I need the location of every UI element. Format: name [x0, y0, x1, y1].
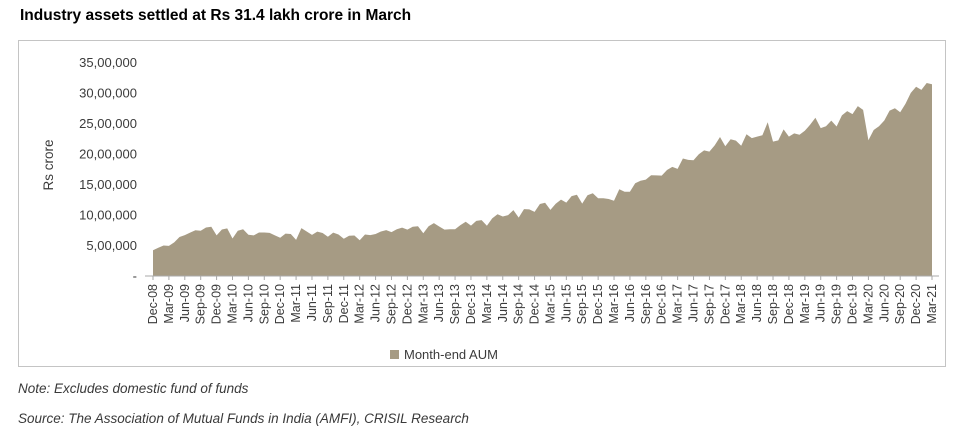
svg-text:Sep-15: Sep-15: [575, 284, 589, 324]
svg-text:Dec-11: Dec-11: [337, 284, 351, 323]
svg-text:Dec-20: Dec-20: [909, 284, 923, 324]
svg-text:Sep-10: Sep-10: [257, 284, 271, 324]
svg-text:Dec-12: Dec-12: [400, 284, 414, 324]
svg-text:Mar-19: Mar-19: [798, 284, 812, 324]
source-text: Source: The Association of Mutual Funds …: [18, 411, 469, 426]
svg-text:Jun-12: Jun-12: [369, 284, 383, 322]
svg-text:Dec-08: Dec-08: [146, 284, 160, 324]
svg-text:20,00,000: 20,00,000: [79, 147, 137, 162]
svg-text:Sep-20: Sep-20: [893, 284, 907, 324]
svg-text:Dec-13: Dec-13: [464, 284, 478, 324]
svg-text:Sep-16: Sep-16: [639, 284, 653, 324]
x-axis-labels: Dec-08 Mar-09 Jun-09 Sep-09 Dec-09 Mar-10 Jun-…: [146, 284, 939, 324]
svg-text:Dec-17: Dec-17: [718, 284, 732, 324]
svg-text:Jun-09: Jun-09: [178, 284, 192, 322]
svg-text:Mar-16: Mar-16: [607, 284, 621, 324]
svg-text:Jun-19: Jun-19: [814, 284, 828, 322]
svg-text:Mar-18: Mar-18: [734, 284, 748, 324]
legend-label: Month-end AUM: [404, 346, 498, 362]
svg-text:Jun-17: Jun-17: [687, 284, 701, 322]
svg-text:10,00,000: 10,00,000: [79, 208, 137, 223]
svg-text:Mar-11: Mar-11: [289, 284, 303, 323]
svg-text:Sep-11: Sep-11: [321, 284, 335, 323]
svg-text:25,00,000: 25,00,000: [79, 116, 137, 131]
legend: Month-end AUM: [390, 346, 498, 362]
svg-text:Sep-12: Sep-12: [384, 284, 398, 324]
svg-text:Mar-14: Mar-14: [480, 284, 494, 324]
svg-text:30,00,000: 30,00,000: [79, 86, 137, 101]
svg-text:35,00,000: 35,00,000: [79, 55, 137, 70]
svg-text:Sep-17: Sep-17: [702, 284, 716, 324]
svg-text:Sep-09: Sep-09: [194, 284, 208, 324]
svg-text:5,00,000: 5,00,000: [86, 238, 137, 253]
legend-swatch-icon: [390, 349, 399, 359]
svg-text:Dec-16: Dec-16: [655, 284, 669, 324]
svg-text:Mar-21: Mar-21: [925, 284, 939, 324]
svg-text:Mar-09: Mar-09: [162, 284, 176, 324]
svg-text:Dec-09: Dec-09: [210, 284, 224, 324]
svg-text:Jun-10: Jun-10: [241, 284, 255, 322]
svg-text:Dec-10: Dec-10: [273, 284, 287, 324]
svg-text:Mar-12: Mar-12: [353, 284, 367, 324]
aum-area-chart: Dec-08 Mar-09 Jun-09 Sep-09 Dec-09 Mar-10 Jun-…: [79, 55, 939, 324]
svg-text:Mar-15: Mar-15: [543, 284, 557, 324]
svg-text:Jun-14: Jun-14: [496, 284, 510, 322]
svg-text:Mar-13: Mar-13: [416, 284, 430, 324]
svg-text:Dec-14: Dec-14: [528, 284, 542, 324]
svg-text:Mar-10: Mar-10: [225, 284, 239, 324]
svg-text:Sep-18: Sep-18: [766, 284, 780, 324]
svg-text:Dec-18: Dec-18: [782, 284, 796, 324]
svg-text:Sep-19: Sep-19: [830, 284, 844, 324]
svg-text:Jun-18: Jun-18: [750, 284, 764, 322]
chart-area: Dec-08 Mar-09 Jun-09 Sep-09 Dec-09 Mar-10 Jun-…: [18, 40, 946, 367]
y-axis-title: Rs crore: [41, 139, 56, 191]
area-series: [153, 83, 932, 276]
svg-text:Mar-20: Mar-20: [861, 284, 875, 324]
svg-text:Jun-20: Jun-20: [877, 284, 891, 322]
x-axis: [145, 275, 939, 280]
svg-text:Mar-17: Mar-17: [671, 284, 685, 324]
svg-text:Sep-14: Sep-14: [512, 284, 526, 324]
note-text: Note: Excludes domestic fund of funds: [18, 381, 249, 396]
svg-text:15,00,000: 15,00,000: [79, 177, 137, 192]
svg-text:Jun-13: Jun-13: [432, 284, 446, 322]
svg-text:Jun-16: Jun-16: [623, 284, 637, 322]
chart-title: Industry assets settled at Rs 31.4 lakh …: [20, 7, 412, 24]
svg-text:Sep-13: Sep-13: [448, 284, 462, 324]
svg-text:Jun-15: Jun-15: [559, 284, 573, 322]
svg-text:-: -: [133, 269, 137, 284]
y-axis-labels: 35,00,000 30,00,000 25,00,000 20,00,000 15,0…: [79, 55, 137, 284]
svg-text:Jun-11: Jun-11: [305, 284, 319, 321]
svg-text:Dec-19: Dec-19: [846, 284, 860, 324]
svg-text:Dec-15: Dec-15: [591, 284, 605, 324]
